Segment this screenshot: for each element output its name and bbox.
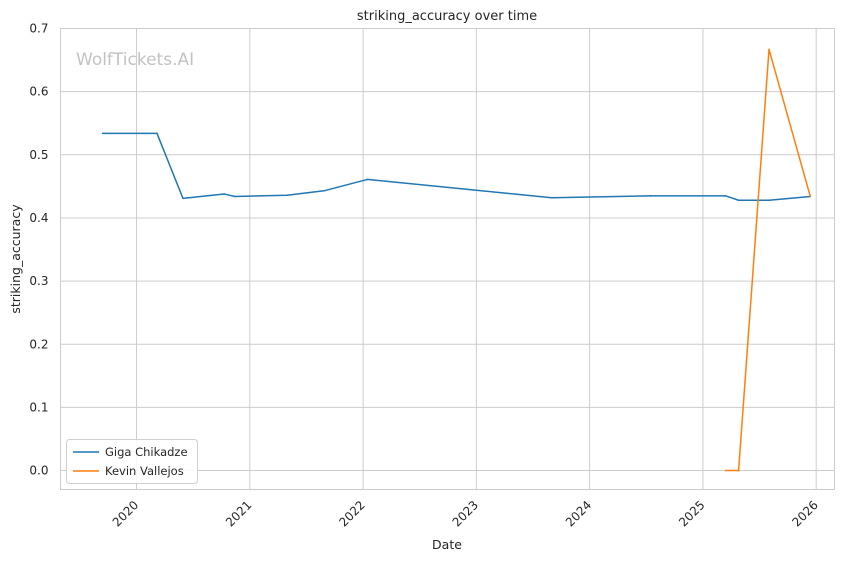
y-tick-label: 0.0 [29,464,48,478]
x-tick-label: 2025 [676,498,707,529]
series-line-kevin-vallejos [725,48,812,472]
data-point [724,469,727,472]
data-point [724,195,727,197]
series-giga-chikadze [101,132,812,202]
x-tick-label: 2023 [450,498,481,529]
y-axis-title: striking_accuracy [8,204,23,314]
x-tick-label: 2020 [110,498,141,529]
data-point [768,199,770,202]
data-point [366,178,369,181]
y-tick-label: 0.3 [29,274,48,288]
data-point [737,199,740,202]
x-tick-label: 2024 [563,498,594,529]
data-point [768,48,770,51]
plot-area [60,28,835,490]
data-point [234,195,236,198]
y-tick-label: 0.6 [29,85,48,99]
x-axis-ticks: 2020 2021 2022 2023 2024 2025 2026 [110,498,821,529]
data-point [182,197,184,200]
watermark: WolfTickets.AI [76,50,194,70]
data-point [737,469,740,472]
y-axis-ticks: 0.0 0.1 0.2 0.3 0.4 0.5 0.6 0.7 [29,22,48,478]
y-tick-label: 0.2 [29,337,48,351]
legend-box [66,439,198,484]
data-point [156,132,158,135]
data-point [286,194,288,197]
x-tick-label: 2021 [223,498,254,529]
y-tick-label: 0.5 [29,148,48,162]
y-tick-label: 0.1 [29,400,48,414]
chart-title: striking_accuracy over time [357,9,537,24]
series-line-giga-chikadze [102,132,811,202]
y-tick-label: 0.4 [29,211,48,225]
x-axis-title: Date [432,537,462,552]
x-tick-label: 2026 [789,498,820,529]
data-point [809,195,812,198]
data-point [323,190,325,192]
data-point [649,195,652,197]
legend-label-giga-chikadze: Giga Chikadze [105,445,188,459]
x-tick-label: 2022 [336,498,367,529]
legend-label-kevin-vallejos: Kevin Vallejos [105,464,184,478]
data-point [550,196,553,199]
data-point [101,132,104,135]
grid-lines [60,28,835,490]
data-point [223,193,225,195]
y-tick-label: 0.7 [29,22,48,36]
series-layer [101,48,812,472]
legend: Giga Chikadze Kevin Vallejos [66,439,198,484]
series-kevin-vallejos [724,48,812,472]
